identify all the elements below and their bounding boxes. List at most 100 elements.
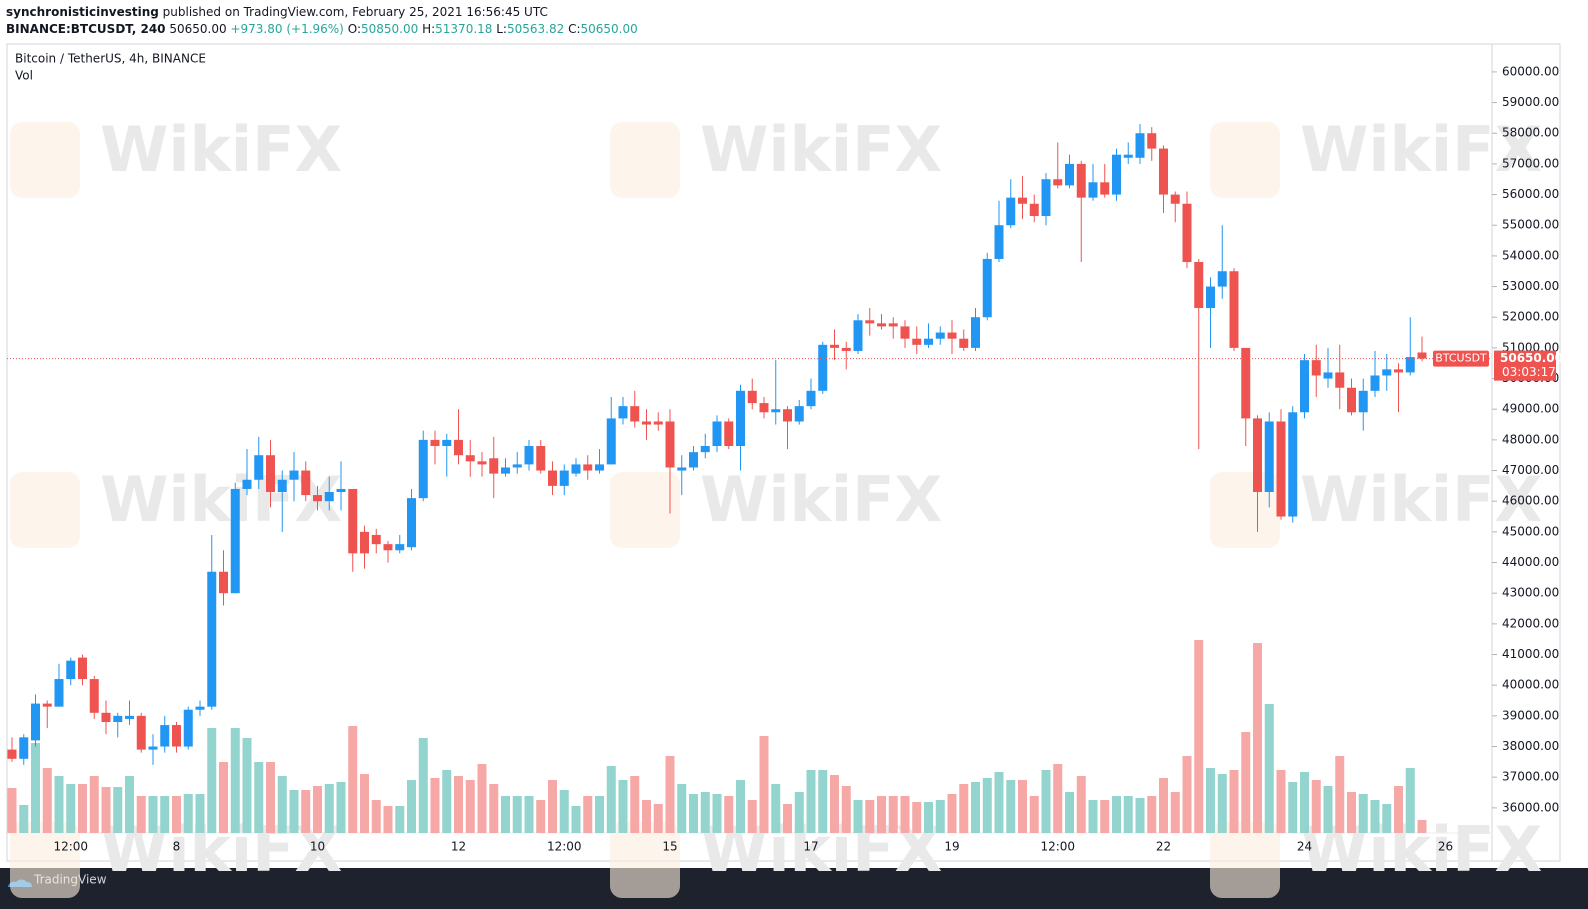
candle-body — [1018, 197, 1027, 204]
volume-bar — [172, 796, 181, 833]
volume-bar — [759, 736, 769, 833]
volume-bar — [1241, 732, 1251, 833]
last-price-bg — [1494, 350, 1556, 381]
y-tick-label: 40000.00 — [1502, 678, 1559, 692]
y-tick-label: 56000.00 — [1502, 187, 1559, 201]
volume-bar — [19, 805, 29, 833]
candle-body — [336, 488, 346, 493]
x-tick-label: 12:00 — [53, 840, 88, 854]
volume-bar — [1253, 643, 1262, 833]
candle-body — [1006, 197, 1016, 226]
candle-body — [136, 715, 146, 750]
ohlc-value: 50850.00 — [360, 22, 419, 36]
volume-bar — [1394, 786, 1403, 833]
candle-body — [1311, 360, 1321, 376]
candle-body — [383, 544, 393, 551]
candle-body — [1076, 163, 1086, 198]
ohlc-key: L: — [496, 22, 507, 36]
volume-bar — [571, 806, 581, 833]
price: 50650.00 — [169, 22, 227, 36]
volume-bar — [136, 796, 146, 833]
volume-bar — [1264, 704, 1274, 833]
candle-body — [219, 571, 228, 594]
candle-body — [1300, 360, 1309, 413]
volume-bar — [1029, 796, 1039, 833]
candle-body — [806, 390, 816, 407]
volume-bar — [66, 784, 76, 833]
candle-body — [207, 571, 217, 707]
volume-bar — [618, 780, 628, 833]
x-tick-label: 12 — [451, 840, 466, 854]
volume-bar — [877, 796, 886, 833]
volume-bar — [912, 802, 922, 833]
candle-body — [1112, 154, 1121, 195]
candle-body — [195, 706, 205, 710]
candle-body — [1417, 352, 1427, 359]
candle-body — [1264, 421, 1274, 493]
volume-bar — [536, 800, 546, 833]
candle-body — [630, 406, 640, 422]
volume-bar — [230, 728, 240, 833]
volume-bar — [160, 796, 170, 833]
candle-body — [418, 439, 428, 499]
candle-body — [19, 737, 29, 759]
candle-body — [78, 657, 87, 680]
candle-body — [1217, 271, 1227, 287]
candle-body — [548, 470, 557, 486]
candle-body — [324, 492, 334, 502]
candle-body — [1382, 369, 1392, 376]
volume-bar — [54, 776, 64, 833]
candle-body — [407, 498, 416, 548]
countdown: 03:03:17 — [1502, 365, 1556, 379]
volume-bar — [1018, 780, 1027, 833]
ohlc-value: 50563.82 — [506, 22, 565, 36]
candle-body — [524, 446, 534, 465]
volume-bar — [1229, 770, 1239, 833]
candle-body — [771, 409, 781, 413]
volume-bar — [1206, 768, 1215, 833]
ohlc: O:50850.00 H:51370.18 L:50563.82 C:50650… — [348, 22, 638, 36]
change: +973.80 (+1.96%) — [230, 22, 344, 36]
x-tick-label: 19 — [944, 840, 959, 854]
volume-bar — [841, 786, 851, 833]
volume-bar — [1288, 782, 1298, 833]
volume-bar — [736, 780, 745, 833]
volume-bar — [1370, 800, 1380, 833]
volume-bar — [1147, 796, 1157, 833]
y-tick-label: 36000.00 — [1502, 800, 1559, 814]
candle-body — [900, 326, 910, 339]
volume-bar — [559, 790, 569, 833]
candle-body — [1194, 262, 1204, 309]
author: synchronisticinvesting — [6, 5, 159, 19]
candle-body — [454, 439, 463, 456]
candle-body — [736, 390, 745, 447]
volume-bar — [313, 786, 322, 833]
volume-bar — [653, 804, 663, 833]
volume-bar — [430, 778, 440, 833]
candle-body — [254, 455, 264, 480]
x-tick-label: 8 — [173, 840, 181, 854]
y-tick-label: 59000.00 — [1502, 95, 1559, 109]
watermark: WikiFX — [100, 113, 342, 186]
volume-bar — [1300, 772, 1309, 833]
candle-body — [360, 531, 369, 554]
volume-bar — [489, 784, 499, 833]
volume-bar — [630, 776, 640, 833]
volume-bar — [1112, 796, 1121, 833]
volume-bar — [1276, 770, 1286, 833]
volume-bar — [289, 790, 299, 833]
candle-body — [1405, 357, 1415, 373]
volume-bar — [1335, 756, 1345, 833]
candle-body — [583, 464, 593, 471]
candle-body — [935, 332, 945, 339]
volume-bar — [125, 776, 134, 833]
x-tick-label: 17 — [803, 840, 818, 854]
volume-bar — [677, 784, 687, 833]
candle-body — [712, 421, 722, 447]
volume-bar — [900, 796, 910, 833]
candle-body — [959, 338, 969, 348]
candle-body — [371, 534, 381, 545]
published: published on TradingView.com, February 2… — [162, 5, 548, 19]
